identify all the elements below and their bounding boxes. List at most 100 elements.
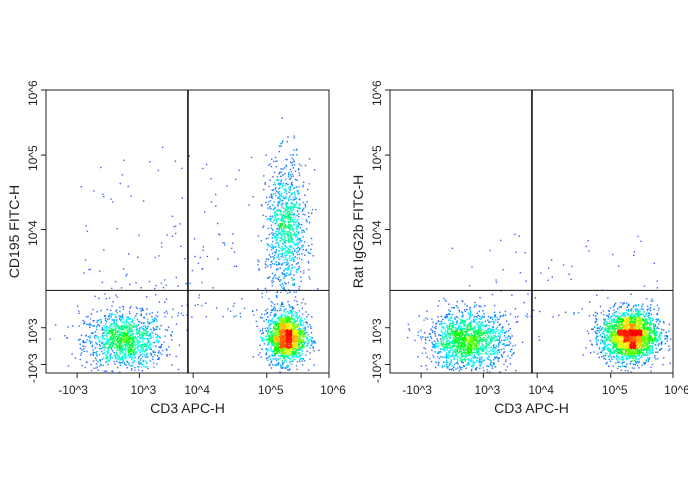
event-dot (307, 334, 309, 336)
event-dot (287, 183, 289, 186)
event-dot (297, 317, 300, 319)
event-dot (85, 334, 87, 337)
event-dot (496, 330, 498, 333)
event-dot (129, 346, 131, 349)
event-dot (96, 326, 98, 328)
event-dot (289, 206, 292, 209)
event-dot (107, 331, 109, 334)
event-dot (494, 314, 497, 316)
event-dot (493, 363, 495, 365)
event-dot (273, 214, 276, 217)
event-dot (285, 188, 287, 190)
y-tick-label: -10^3 (26, 352, 40, 383)
event-dot (283, 220, 285, 222)
event-dot (285, 274, 288, 277)
event-dot (116, 348, 118, 350)
event-dot (303, 343, 306, 345)
event-dot (274, 330, 277, 332)
event-dot (113, 352, 115, 354)
event-dot (471, 337, 473, 340)
event-dot (119, 364, 122, 366)
event-dot (271, 320, 273, 323)
event-dot (274, 160, 277, 163)
event-dot (270, 256, 272, 258)
event-dot (275, 352, 277, 354)
event-dot (271, 335, 273, 337)
event-dot (269, 215, 272, 217)
event-dot (307, 344, 309, 346)
event-dot (267, 341, 269, 344)
event-dot (261, 327, 264, 330)
event-dot (80, 334, 83, 336)
event-dot (280, 323, 282, 325)
event-dot (492, 345, 495, 347)
event-dot (91, 345, 93, 348)
event-dot (290, 331, 292, 333)
event-dot (92, 308, 94, 311)
event-dot (289, 273, 292, 276)
event-dot (293, 342, 295, 344)
event-dot (458, 341, 460, 343)
event-dot (289, 351, 291, 353)
event-dot (284, 184, 287, 186)
event-dot (291, 326, 294, 328)
event-dot (120, 319, 122, 321)
event-dot (472, 360, 474, 362)
event-dot (132, 352, 134, 354)
event-dot (298, 213, 300, 215)
event-dot (290, 343, 292, 346)
event-dot (103, 315, 106, 317)
event-dot (100, 166, 102, 169)
event-dot (266, 349, 268, 351)
event-dot (462, 343, 464, 345)
event-dot (147, 367, 149, 370)
event-dot (469, 335, 472, 337)
event-dot (286, 343, 289, 345)
event-dot (294, 338, 296, 340)
event-dot (157, 335, 159, 338)
event-dot (317, 288, 319, 290)
event-dot (280, 332, 282, 334)
event-dot (291, 313, 293, 315)
event-dot (283, 349, 285, 351)
event-dot (126, 324, 128, 326)
event-dot (290, 208, 292, 210)
event-dot (272, 322, 274, 324)
event-dot (280, 346, 282, 348)
event-dot (286, 365, 288, 367)
event-dot (115, 327, 117, 330)
event-dot (425, 352, 427, 354)
event-dot (139, 359, 142, 361)
event-dot (134, 346, 137, 349)
event-dot (447, 365, 449, 368)
event-dot (296, 253, 299, 255)
event-dot (301, 259, 303, 261)
event-dot (298, 241, 301, 243)
event-dot (261, 337, 263, 340)
event-dot (277, 191, 280, 193)
event-dot (273, 306, 276, 308)
event-dot (166, 312, 169, 314)
event-dot (300, 340, 303, 342)
event-dot (273, 234, 276, 237)
event-dot (302, 340, 305, 343)
event-dot (286, 327, 288, 329)
event-dot (290, 337, 293, 339)
event-dot (277, 224, 279, 226)
event-dot (103, 335, 105, 337)
event-dot (296, 214, 298, 216)
event-dot (273, 336, 275, 338)
event-dot (306, 331, 308, 334)
event-dot (115, 330, 117, 332)
event-dot (263, 188, 265, 191)
event-dot (289, 252, 292, 254)
event-dot (104, 346, 106, 348)
event-dot (303, 272, 305, 274)
event-dot (89, 335, 91, 337)
event-dot (270, 220, 272, 222)
event-dot (301, 350, 303, 352)
event-dot (469, 336, 472, 339)
event-dot (291, 240, 293, 242)
event-dot (283, 247, 285, 250)
event-dot (467, 323, 470, 326)
